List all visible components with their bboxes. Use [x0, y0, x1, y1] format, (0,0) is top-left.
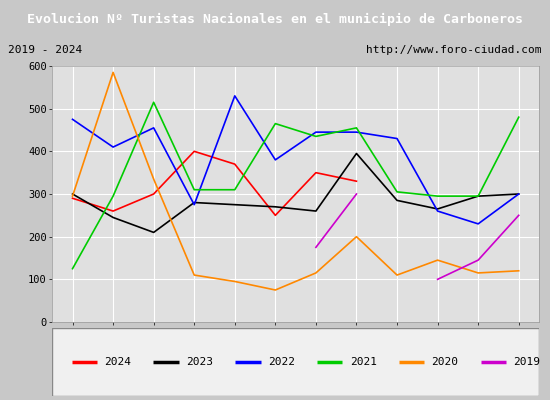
Text: 2019 - 2024: 2019 - 2024 [8, 45, 82, 55]
FancyBboxPatch shape [52, 328, 539, 396]
Text: 2019: 2019 [513, 357, 540, 367]
Text: 2020: 2020 [431, 357, 459, 367]
Text: 2024: 2024 [104, 357, 131, 367]
Text: Evolucion Nº Turistas Nacionales en el municipio de Carboneros: Evolucion Nº Turistas Nacionales en el m… [27, 13, 523, 26]
Text: http://www.foro-ciudad.com: http://www.foro-ciudad.com [366, 45, 542, 55]
Text: 2023: 2023 [186, 357, 213, 367]
Text: 2021: 2021 [350, 357, 377, 367]
Text: 2022: 2022 [268, 357, 295, 367]
